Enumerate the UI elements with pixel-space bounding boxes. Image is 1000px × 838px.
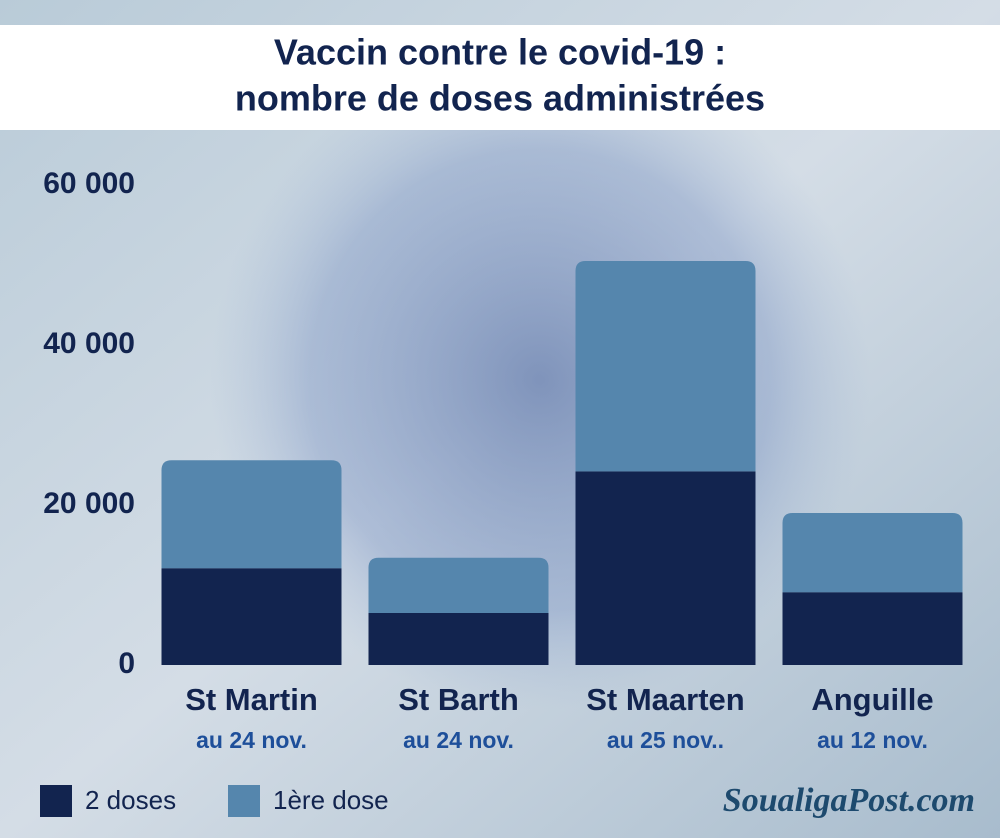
x-tick-note: au 24 nov. (196, 727, 307, 753)
bar-segment (161, 460, 342, 569)
chart-title: Vaccin contre le covid-19 : (274, 32, 726, 73)
y-tick-label: 0 (118, 647, 135, 680)
logo: SoualigaPost.com (723, 782, 975, 819)
chart-title: nombre de doses administrées (235, 78, 765, 119)
bar-segment (368, 557, 549, 613)
y-tick-label: 60 000 (43, 167, 135, 200)
x-tick-label: St Martin (185, 682, 318, 717)
legend-swatch (228, 785, 260, 817)
bar-segment (782, 513, 963, 593)
bar-segment (782, 592, 963, 665)
y-tick-label: 40 000 (43, 327, 135, 360)
x-tick-note: au 25 nov.. (607, 727, 724, 753)
bar-segment (575, 471, 756, 665)
x-tick-label: Anguille (811, 682, 933, 717)
x-tick-label: St Barth (398, 682, 519, 717)
bar-segment (368, 613, 549, 665)
legend-swatch (40, 785, 72, 817)
x-tick-label: St Maarten (586, 682, 744, 717)
bar-segment (161, 568, 342, 665)
title-band (0, 25, 1000, 130)
y-tick-label: 20 000 (43, 487, 135, 520)
legend-label: 1ère dose (273, 785, 389, 815)
x-tick-note: au 24 nov. (403, 727, 514, 753)
x-tick-note: au 12 nov. (817, 727, 928, 753)
legend-label: 2 doses (85, 785, 176, 815)
bar-segment (575, 261, 756, 472)
